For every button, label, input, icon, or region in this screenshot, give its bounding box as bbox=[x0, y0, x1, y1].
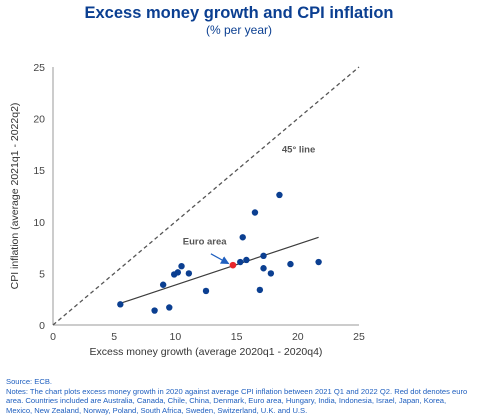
data-point bbox=[202, 287, 210, 295]
data-point bbox=[267, 270, 275, 277]
trend-line bbox=[120, 236, 319, 304]
data-point bbox=[260, 252, 267, 260]
x-tick-label: 0 bbox=[50, 331, 56, 343]
y-tick-label: 20 bbox=[33, 114, 45, 126]
euro-area-label: Euro area bbox=[183, 237, 228, 248]
x-tick-label: 10 bbox=[170, 331, 182, 343]
data-point bbox=[251, 209, 259, 216]
data-point bbox=[287, 260, 294, 268]
data-point bbox=[185, 270, 193, 277]
y-tick-label: 25 bbox=[33, 62, 45, 74]
data-point bbox=[174, 269, 182, 276]
x-tick-label: 20 bbox=[292, 331, 304, 343]
data-point bbox=[166, 304, 173, 311]
y-tick-label: 15 bbox=[33, 165, 45, 177]
data-point bbox=[276, 191, 283, 199]
x-tick-label: 15 bbox=[231, 331, 243, 343]
reference-line-45deg bbox=[52, 66, 360, 326]
data-point bbox=[260, 265, 267, 272]
y-tick-label: 0 bbox=[39, 320, 45, 332]
x-tick-label: 25 bbox=[353, 331, 365, 343]
x-tick-labels: 0 5 10 15 20 25 bbox=[50, 331, 365, 343]
data-point bbox=[178, 262, 185, 270]
source-note: Source: ECB. bbox=[6, 377, 53, 386]
chart-title: Excess money growth and CPI inflation bbox=[84, 4, 394, 22]
data-point bbox=[315, 258, 322, 266]
x-tick-label: 5 bbox=[111, 331, 117, 343]
notes-text: Notes: The chart plots excess money grow… bbox=[6, 386, 468, 415]
euro-area-point bbox=[229, 261, 237, 269]
y-tick-labels: 0 5 10 15 20 25 bbox=[33, 62, 45, 332]
data-points bbox=[117, 191, 322, 314]
y-tick-label: 10 bbox=[33, 217, 45, 229]
data-point bbox=[151, 307, 158, 314]
y-axis-title: CPI inflation (average 2021q1 - 2022q2) bbox=[9, 103, 21, 290]
euro-area-arrow bbox=[210, 253, 230, 265]
data-point bbox=[243, 256, 250, 264]
x-axis-title: Excess money growth (average 2020q1 - 20… bbox=[90, 346, 323, 358]
data-point bbox=[159, 281, 167, 288]
data-point bbox=[237, 258, 244, 266]
chart-footer: Source: ECB. Notes: The chart plots exce… bbox=[6, 377, 474, 415]
y-tick-label: 5 bbox=[39, 268, 45, 280]
data-point bbox=[239, 234, 246, 241]
reference-line-label: 45° line bbox=[282, 145, 315, 156]
data-point bbox=[256, 286, 264, 294]
data-point bbox=[117, 301, 124, 308]
chart-subtitle: (% per year) bbox=[205, 23, 273, 37]
